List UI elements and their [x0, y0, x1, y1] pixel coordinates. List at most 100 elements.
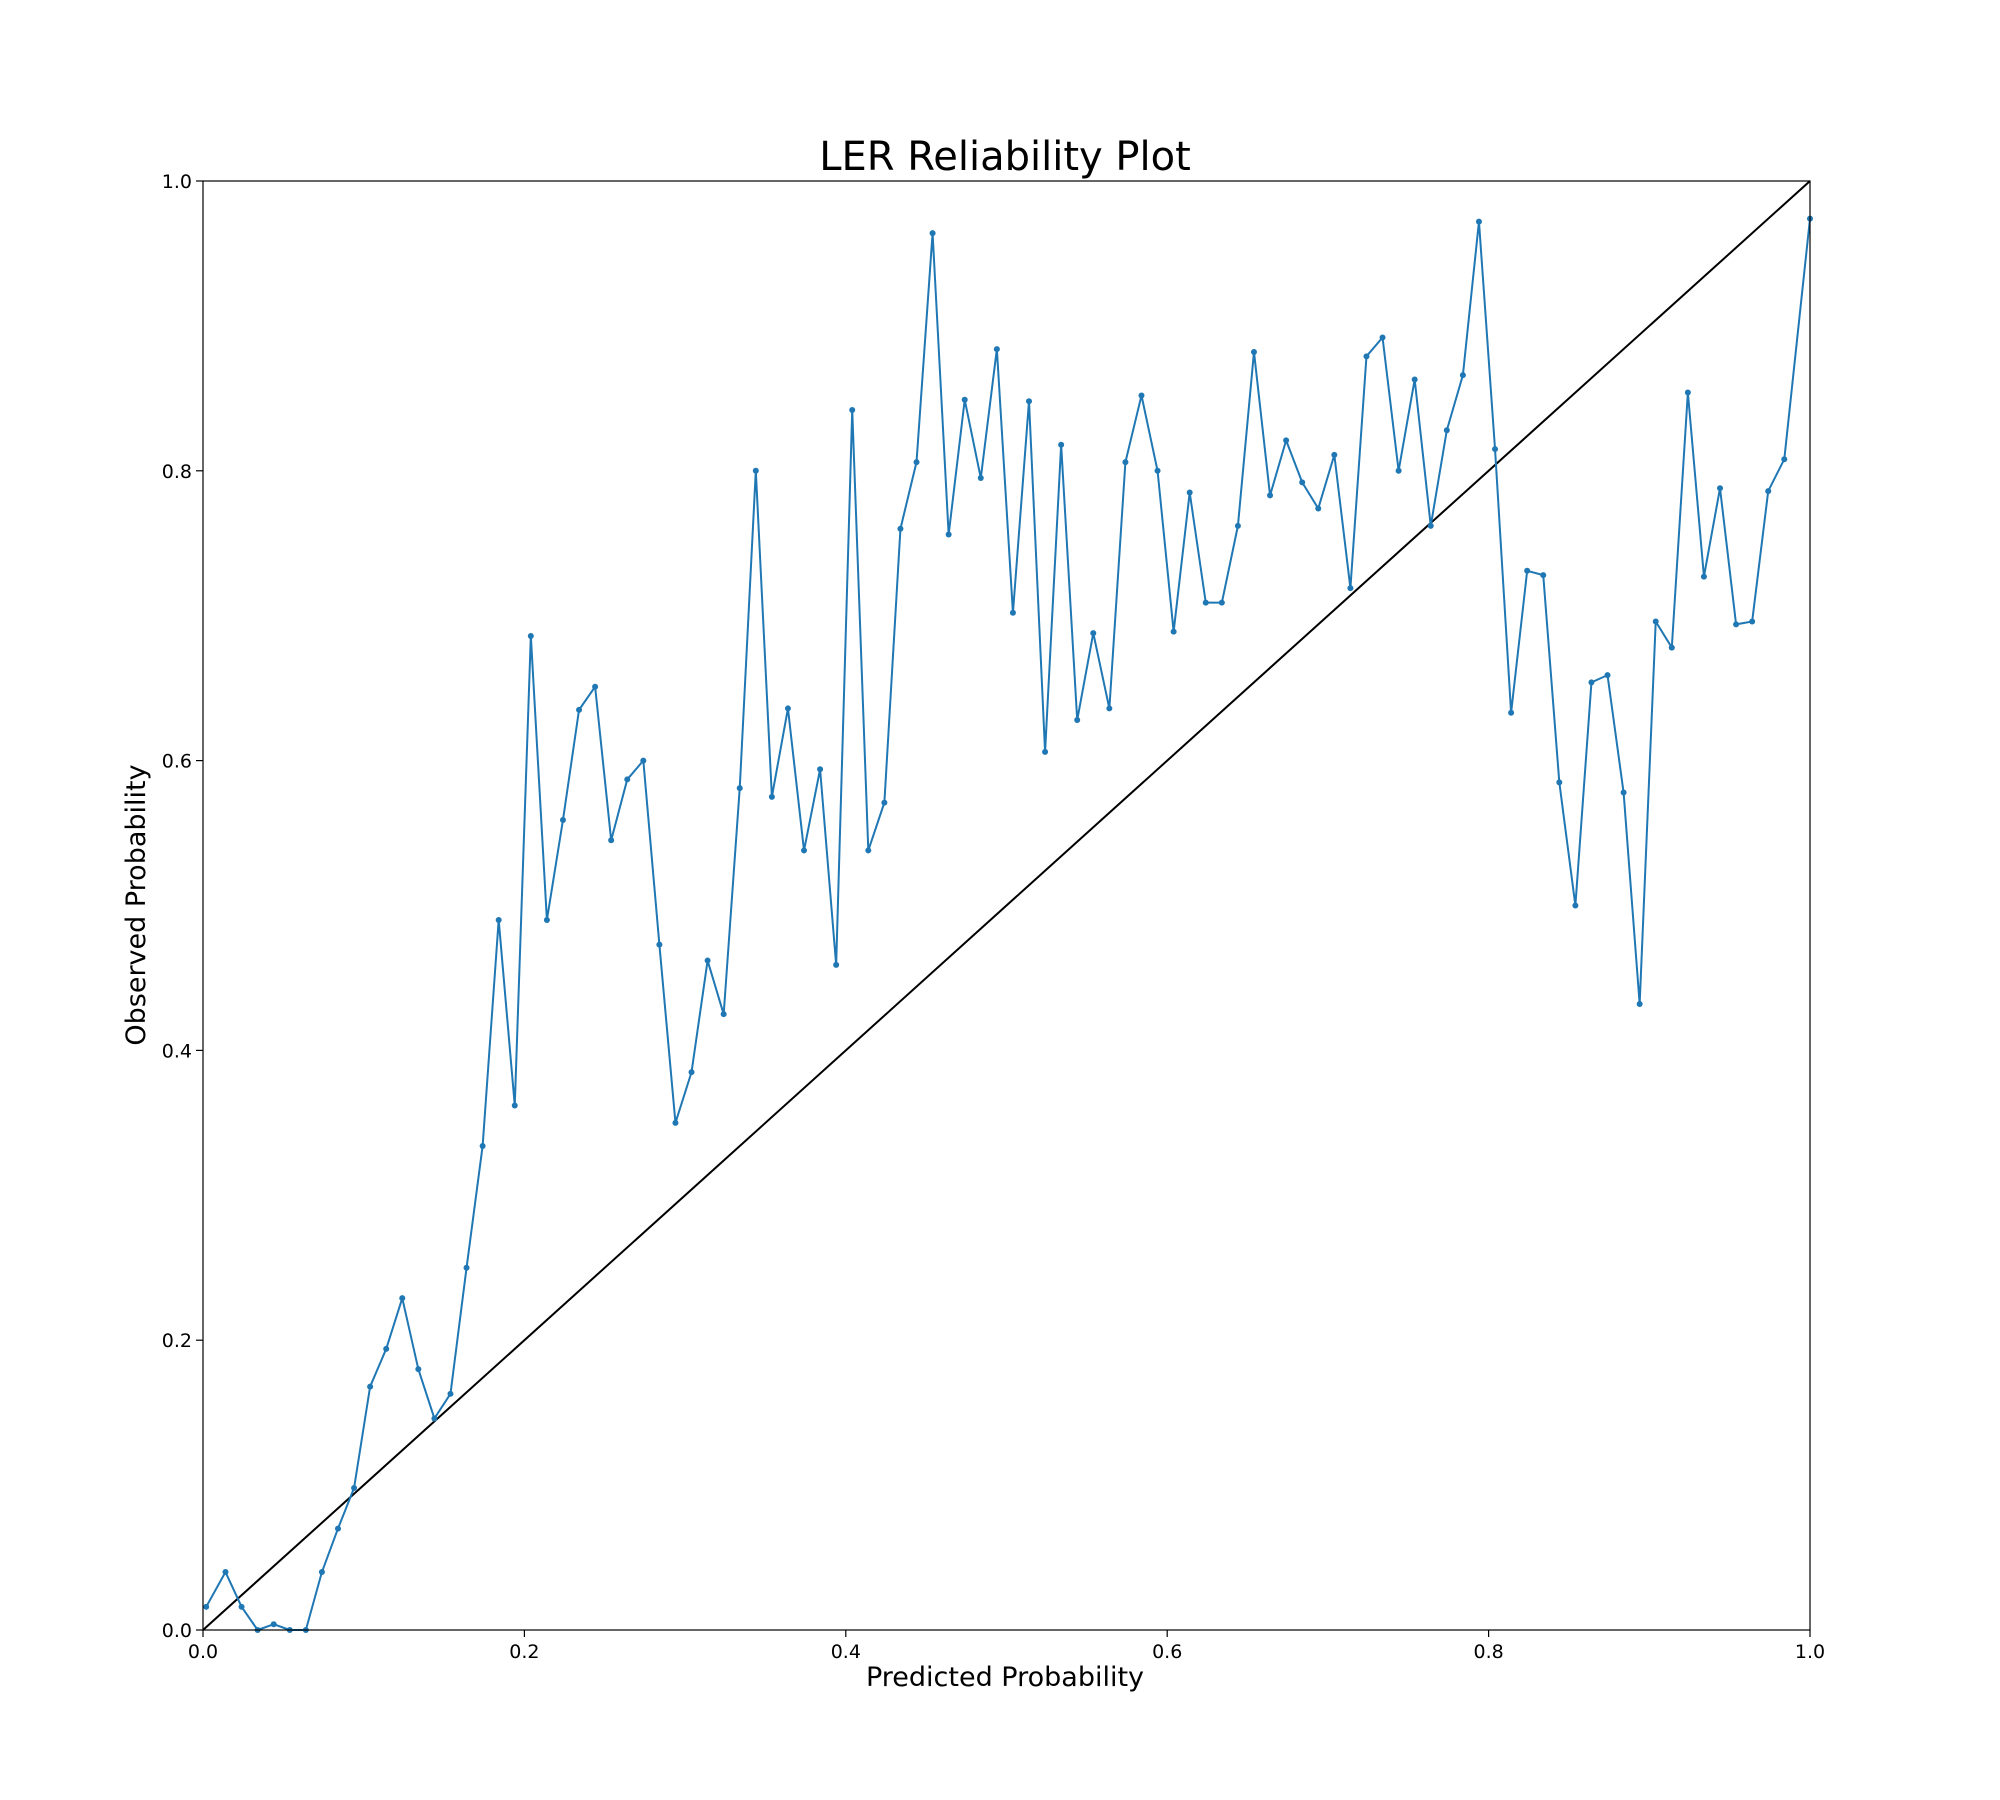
data-point [1234, 522, 1241, 529]
data-point [463, 1264, 470, 1271]
data-point [1283, 437, 1290, 444]
data-point [1202, 599, 1209, 606]
data-point [367, 1383, 374, 1390]
data-point [1749, 618, 1756, 625]
data-point [1459, 372, 1466, 379]
data-point [1620, 789, 1627, 796]
data-point [704, 957, 711, 964]
data-point [1636, 1001, 1643, 1008]
data-point [1540, 572, 1547, 579]
data-point [1379, 334, 1386, 341]
data-point [1267, 492, 1274, 499]
data-point [688, 1069, 695, 1076]
data-point [1186, 489, 1193, 496]
data-point [495, 916, 502, 923]
y-tick-label: 0.0 [162, 1620, 192, 1642]
data-point [351, 1484, 358, 1491]
data-point [1492, 446, 1499, 453]
data-point [1604, 672, 1611, 679]
data-point [1668, 644, 1675, 651]
x-axis-ticks: 0.0 0.2 0.4 0.6 0.8 1.0 [188, 1630, 1825, 1663]
data-point [479, 1143, 486, 1150]
data-point [1074, 717, 1081, 724]
data-point [334, 1525, 341, 1532]
x-tick-label: 0.0 [188, 1641, 218, 1663]
data-point [318, 1569, 325, 1576]
data-point [897, 525, 904, 532]
data-point [1025, 398, 1032, 405]
data-point [1700, 573, 1707, 580]
data-point [222, 1569, 229, 1576]
data-point [640, 757, 647, 764]
data-point [1652, 618, 1659, 625]
data-point [817, 766, 824, 773]
perfect-calibration-line [202, 180, 1811, 1631]
data-point [1250, 348, 1257, 355]
data-point [543, 916, 550, 923]
data-point [1717, 485, 1724, 492]
reference-line-layer [202, 180, 1811, 1631]
data-point [1765, 488, 1772, 495]
y-tick-label: 0.2 [162, 1330, 192, 1352]
x-tick-label: 0.2 [509, 1641, 539, 1663]
data-point [1090, 630, 1097, 637]
data-point [1331, 451, 1338, 458]
data-point [1347, 585, 1354, 592]
data-point [977, 475, 984, 482]
x-tick-label: 0.6 [1152, 1641, 1182, 1663]
chart-title: LER Reliability Plot [819, 134, 1191, 180]
data-point [1411, 376, 1418, 383]
series-line [205, 218, 1811, 1631]
y-tick-label: 0.4 [162, 1040, 192, 1062]
data-point [656, 941, 663, 948]
data-point [1508, 709, 1515, 716]
data-point [849, 406, 856, 413]
data-point [415, 1366, 422, 1373]
data-point [1218, 599, 1225, 606]
data-point [833, 961, 840, 968]
data-point [238, 1603, 245, 1610]
data-point [993, 346, 1000, 353]
data-point [527, 632, 534, 639]
data-point [1154, 467, 1161, 474]
data-point [1009, 609, 1016, 616]
x-tick-label: 0.8 [1473, 1641, 1503, 1663]
data-point [881, 799, 888, 806]
data-point [1299, 479, 1306, 486]
data-point [1427, 522, 1434, 529]
data-point [270, 1621, 277, 1628]
data-point [1058, 441, 1065, 448]
data-point [1475, 218, 1482, 225]
data-point [1443, 427, 1450, 434]
data-point [1556, 779, 1563, 786]
x-axis-label: Predicted Probability [866, 1662, 1144, 1693]
data-point [736, 785, 743, 792]
data-point [945, 531, 952, 538]
x-tick-label: 0.4 [831, 1641, 861, 1663]
data-point [961, 396, 968, 403]
y-tick-label: 1.0 [162, 171, 192, 193]
data-point [720, 1011, 727, 1018]
data-point [1733, 621, 1740, 628]
y-axis-label: Observed Probability [121, 764, 152, 1045]
data-point [801, 847, 808, 854]
data-point [431, 1415, 438, 1422]
data-point [1138, 392, 1145, 399]
data-point [447, 1390, 454, 1397]
data-point [576, 706, 583, 713]
data-point [1588, 679, 1595, 686]
data-point [1170, 628, 1177, 635]
data-point [1524, 567, 1531, 574]
data-point [559, 817, 566, 824]
data-point [1106, 705, 1113, 712]
data-point [1122, 459, 1129, 466]
y-tick-label: 0.8 [162, 461, 192, 483]
data-point [511, 1102, 518, 1109]
data-point [1572, 902, 1579, 909]
data-point [913, 459, 920, 466]
y-tick-label: 0.6 [162, 751, 192, 773]
data-point [929, 230, 936, 237]
plot-frame [202, 180, 1811, 1631]
data-point [1395, 467, 1402, 474]
